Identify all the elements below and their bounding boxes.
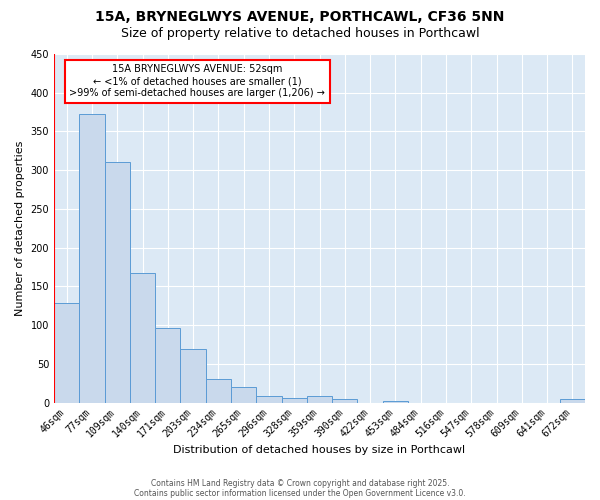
Text: 15A BRYNEGLWYS AVENUE: 52sqm
← <1% of detached houses are smaller (1)
>99% of se: 15A BRYNEGLWYS AVENUE: 52sqm ← <1% of de…: [70, 64, 325, 98]
Text: Contains public sector information licensed under the Open Government Licence v3: Contains public sector information licen…: [134, 488, 466, 498]
Bar: [155, 328, 181, 402]
Bar: [104, 162, 130, 402]
Text: Size of property relative to detached houses in Porthcawl: Size of property relative to detached ho…: [121, 28, 479, 40]
Bar: [256, 396, 281, 402]
Bar: [79, 114, 104, 403]
Bar: [231, 387, 256, 402]
X-axis label: Distribution of detached houses by size in Porthcawl: Distribution of detached houses by size …: [173, 445, 466, 455]
Bar: [181, 349, 206, 403]
Y-axis label: Number of detached properties: Number of detached properties: [15, 140, 25, 316]
Bar: [281, 398, 307, 402]
Bar: [54, 304, 79, 402]
Text: Contains HM Land Registry data © Crown copyright and database right 2025.: Contains HM Land Registry data © Crown c…: [151, 478, 449, 488]
Bar: [307, 396, 332, 402]
Bar: [130, 273, 155, 402]
Bar: [332, 400, 358, 402]
Bar: [383, 401, 408, 402]
Bar: [560, 400, 585, 402]
Text: 15A, BRYNEGLWYS AVENUE, PORTHCAWL, CF36 5NN: 15A, BRYNEGLWYS AVENUE, PORTHCAWL, CF36 …: [95, 10, 505, 24]
Bar: [206, 380, 231, 402]
